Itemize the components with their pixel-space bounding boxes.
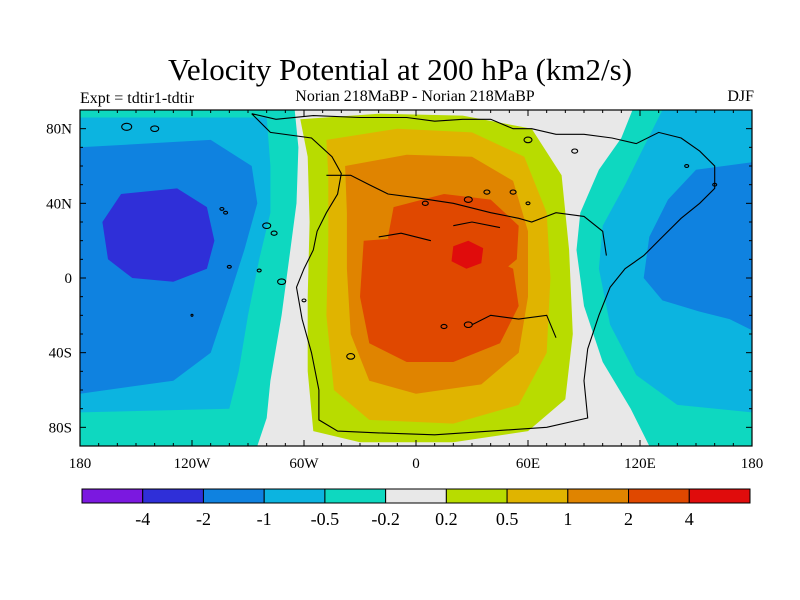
island-13 (523, 136, 533, 144)
colorbar-label: -0.2 (371, 509, 400, 529)
y-tick-label: 0 (65, 271, 73, 287)
x-tick-label: 180 (69, 456, 92, 472)
island-15 (684, 164, 690, 168)
colorbar-swatch-2 (202, 488, 265, 504)
coast-line-1 (326, 174, 607, 256)
positive-band-5 (451, 240, 484, 269)
colorbar-swatch-0 (81, 488, 144, 504)
island-12 (463, 321, 473, 329)
colorbar-swatch-1 (142, 488, 204, 504)
island-14 (571, 148, 579, 154)
island-9 (301, 298, 307, 303)
island-5 (270, 230, 278, 236)
y-tick-label: 40S (49, 346, 72, 362)
island-6 (226, 264, 232, 269)
colorbar-swatch-8 (567, 488, 630, 504)
colorbar-label: 1 (563, 509, 572, 529)
colorbar-swatch-5 (385, 488, 447, 504)
island-4 (262, 222, 272, 230)
island-3 (223, 210, 229, 215)
colorbar-label: -1 (257, 509, 272, 529)
x-tick-label: 60E (516, 456, 540, 472)
colorbar-label: 4 (685, 509, 694, 529)
colorbar-swatch-9 (628, 488, 690, 504)
map-area (79, 109, 753, 447)
chart-title: Velocity Potential at 200 hPa (km2/s) (167, 52, 633, 87)
colorbar-label: 0.2 (435, 509, 458, 529)
y-tick-label: 40N (46, 196, 72, 212)
x-tick-label: 120W (174, 456, 212, 472)
island-18 (463, 196, 473, 203)
coast-line-4 (453, 221, 501, 229)
x-tick-label: 60W (289, 456, 319, 472)
island-2 (219, 206, 225, 211)
colorbar-label: -2 (196, 509, 211, 529)
colorbar-label: -4 (135, 509, 150, 529)
colorbar-label: -0.5 (311, 509, 340, 529)
colorbar-swatch-10 (688, 488, 751, 504)
island-20 (509, 189, 517, 195)
island-11 (440, 323, 448, 330)
colorbar-swatch-6 (445, 488, 508, 504)
island-17 (421, 200, 429, 206)
coast-line-2 (378, 232, 432, 242)
colorbar-label: 0.5 (496, 509, 519, 529)
axis-ticks: 180 120W 60W 0 60E 120E 180 80N 40N 0 40S 80S (46, 109, 764, 472)
y-tick-label: 80S (49, 420, 72, 436)
colorbar-label: 2 (624, 509, 633, 529)
negative-band-3 (102, 188, 215, 282)
island-8 (277, 278, 287, 286)
colorbar-swatch-7 (506, 488, 569, 504)
island-7 (256, 268, 262, 273)
x-tick-label: 180 (741, 456, 764, 472)
coastline (121, 113, 718, 436)
island-21 (525, 201, 531, 206)
colorbar-swatch-4 (324, 488, 387, 504)
island-1 (150, 125, 160, 133)
island-22 (190, 313, 194, 317)
island-19 (483, 189, 491, 195)
x-tick-label: 0 (412, 456, 420, 472)
season-label: DJF (727, 88, 754, 105)
island-16 (712, 182, 718, 187)
positive-band-4 (360, 236, 519, 362)
y-tick-label: 80N (46, 122, 72, 138)
case-label: Norian 218MaBP - Norian 218MaBP (295, 88, 535, 105)
coast-line-0 (251, 113, 716, 436)
colorbar: -4 -2 -1 -0.5 -0.2 0.2 0.5 1 2 4 (81, 488, 751, 529)
x-tick-label: 120E (624, 456, 656, 472)
island-10 (346, 353, 356, 360)
coast-line-3 (471, 314, 557, 338)
experiment-label: Expt = tdtir1-tdtir (80, 90, 194, 107)
field-contours (80, 110, 752, 446)
island-0 (121, 122, 133, 131)
colorbar-swatch-3 (263, 488, 326, 504)
negative-band-6 (643, 162, 752, 331)
